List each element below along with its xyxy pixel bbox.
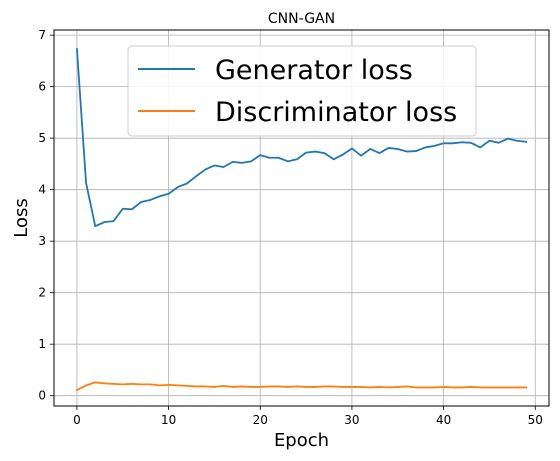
legend-label-generator: Generator loss <box>215 55 413 86</box>
legend-box <box>127 45 477 137</box>
series-line-generator <box>75 48 528 228</box>
y-axis-label: Loss <box>11 198 32 237</box>
y-tick-label: 4 <box>38 183 46 197</box>
x-tick-label: 0 <box>73 413 81 427</box>
series-line-discriminator <box>75 381 527 392</box>
series-lines <box>75 48 528 392</box>
x-tick-label: 20 <box>253 413 268 427</box>
x-tick-label: 50 <box>528 413 543 427</box>
x-tick-label: 10 <box>161 413 176 427</box>
plot-frame <box>53 29 550 407</box>
legend: Generator loss Discriminator loss <box>127 45 477 137</box>
x-axis-label: Epoch <box>274 430 329 451</box>
y-tick-label: 2 <box>38 286 46 300</box>
legend-label-discriminator: Discriminator loss <box>215 97 457 128</box>
x-tick-label: 30 <box>344 413 359 427</box>
axis-ticks: 0 10 20 30 40 50 0 1 2 3 4 5 6 7 <box>38 28 543 427</box>
y-tick-label: 7 <box>38 28 46 42</box>
y-tick-label: 3 <box>38 234 46 248</box>
y-tick-label: 1 <box>38 337 46 351</box>
x-tick-label: 40 <box>436 413 451 427</box>
y-tick-label: 0 <box>38 389 46 403</box>
y-tick-label: 6 <box>38 80 46 94</box>
y-tick-label: 5 <box>38 131 46 145</box>
chart-title: CNN-GAN <box>268 11 335 27</box>
